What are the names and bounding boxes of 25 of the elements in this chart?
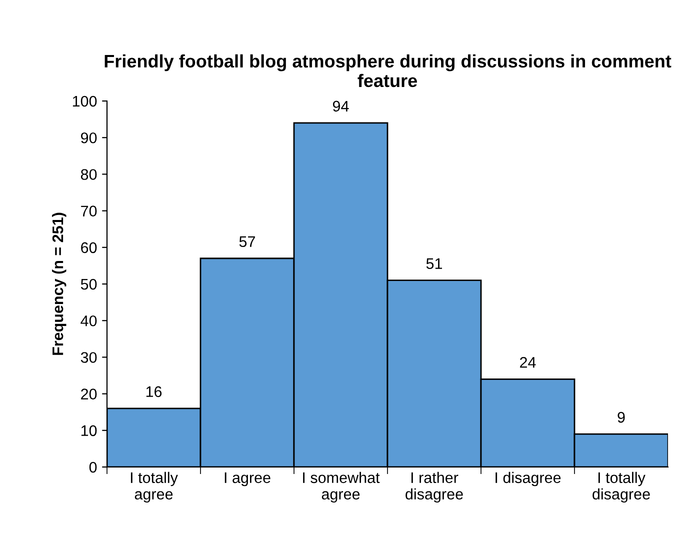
y-tick-label: 30: [80, 352, 97, 363]
y-tick-label: 20: [81, 388, 97, 400]
y-tick-label: 70: [81, 206, 97, 216]
y-tick-label: 100: [72, 96, 97, 107]
y-tick-label: 50: [80, 278, 97, 290]
y-tick-label: 10: [81, 425, 97, 436]
x-tick-label: I rather disagree: [406, 472, 463, 503]
x-tick-label: I totally disagree: [592, 472, 650, 503]
x-tick-label: I somewhat agree: [303, 472, 380, 503]
y-tick-label: 40: [80, 315, 97, 326]
data-label: 9: [618, 412, 625, 423]
x-tick-label: I totally agree: [130, 472, 178, 503]
x-tick-label: I disagree: [496, 472, 561, 486]
data-label: 94: [332, 100, 349, 112]
y-tick-label: 90: [81, 132, 97, 144]
y-axis-title: Frequency (n = 251): [52, 212, 66, 355]
x-tick-label: I agree: [224, 472, 270, 486]
data-label: 57: [239, 236, 255, 248]
data-label: 16: [146, 386, 162, 398]
y-tick-label: 60: [81, 242, 97, 254]
y-tick-label: 0: [89, 462, 97, 473]
data-label: 24: [520, 356, 536, 368]
y-tick-label: 80: [80, 169, 97, 180]
data-label: 51: [426, 258, 442, 269]
chart-title: Friendly football blog atmosphere during discussions in comment feature: [104, 54, 672, 88]
